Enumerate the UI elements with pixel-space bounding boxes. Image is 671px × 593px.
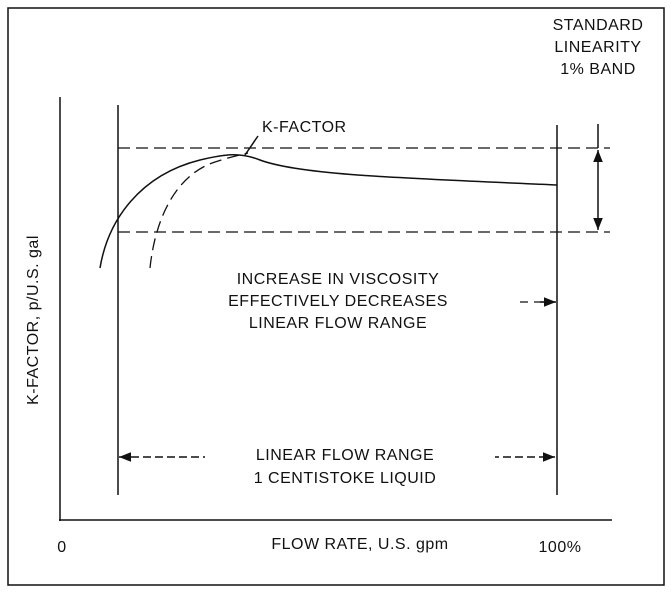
band-label: 1% BAND	[560, 61, 636, 78]
x-end-label: 100%	[539, 539, 582, 556]
viscous-curve	[149, 152, 249, 269]
text-backdrop	[205, 446, 495, 466]
range-note: 1 CENTISTOKE LIQUID	[254, 470, 437, 487]
text-backdrop	[150, 292, 520, 312]
viscosity-note: LINEAR FLOW RANGE	[249, 315, 427, 332]
band-label: STANDARD	[553, 17, 644, 34]
frame	[7, 7, 665, 586]
curve-pointer	[244, 135, 259, 156]
y-axis-label: K-FACTOR, p/U.S. gal	[25, 235, 42, 405]
x-start-label: 0	[57, 539, 66, 556]
band-label: LINEARITY	[554, 39, 641, 56]
viscosity-note: INCREASE IN VISCOSITY	[237, 271, 440, 288]
x-axis-label: FLOW RATE, U.S. gpm	[271, 536, 448, 553]
k-factor-curve	[99, 154, 558, 269]
viscosity-note: EFFECTIVELY DECREASES	[228, 293, 448, 310]
range-note: LINEAR FLOW RANGE	[256, 447, 434, 464]
curve-label: K-FACTOR	[262, 119, 347, 136]
